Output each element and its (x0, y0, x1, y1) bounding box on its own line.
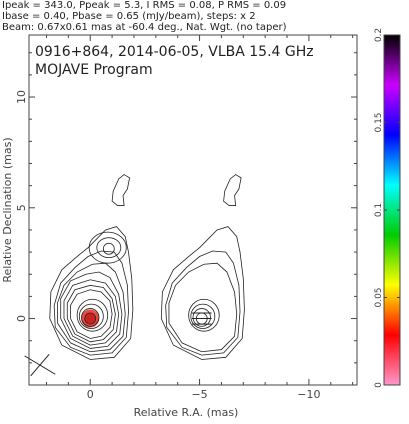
plot-frame (28, 34, 358, 386)
plot-title: 0916+864, 2014-06-05, VLBA 15.4 GHz (35, 44, 314, 60)
contour-extended-0-1 (66, 284, 116, 343)
contour-extended-1-5 (165, 250, 241, 356)
beam-marker (24, 354, 56, 377)
contour-core-0-0 (84, 312, 97, 325)
colorbar-tick-label-3: 0.15 (374, 112, 384, 132)
x-axis-label: Relative R.A. (mas) (134, 406, 239, 419)
contour-extended-0-6 (49, 226, 134, 360)
contour-core-0-1 (81, 308, 100, 327)
plot-subtitle: MOJAVE Program (35, 62, 153, 78)
contour-extended-1-6 (160, 226, 245, 360)
x-axis: 0 −5 −10 (45, 35, 354, 401)
contour-knot-0 (102, 242, 115, 255)
header-line-1: Ipeak = 343.0, Ppeak = 5.3, I RMS = 0.08… (2, 0, 286, 11)
y-axis: 0 5 10 (15, 52, 357, 364)
x-tick-label-1: −5 (191, 388, 207, 401)
contour-extended-0-0 (70, 289, 113, 339)
colorbar-tick-label-4: 0.2 (374, 28, 384, 42)
colorbar-tick-label-2: 0.1 (374, 203, 384, 217)
contour-core-0-3 (76, 298, 109, 332)
beam-axis-minor (30, 354, 50, 377)
x-tick-label-0: 0 (87, 388, 94, 401)
colorbar-tick-label-0: 0 (374, 382, 384, 388)
header-line-3: Beam: 0.67x0.61 mas at -60.4 deg., Nat. … (2, 22, 287, 33)
contour-core-1-2 (190, 303, 216, 329)
peak-intensity-core (85, 313, 96, 324)
contour-extended-0-4 (57, 262, 126, 353)
contour-core-1-3 (188, 298, 220, 332)
contour-extended-0-5 (53, 250, 129, 356)
contour-jet-tip-1 (223, 174, 242, 206)
y-tick-label-2: 10 (15, 90, 28, 104)
contour-core-0-2 (78, 303, 104, 329)
y-tick-label-0: 0 (15, 315, 28, 322)
y-axis-label: Relative Declination (mas) (1, 137, 14, 282)
colorbar-tick-label-1: 0.05 (374, 287, 384, 307)
contour-extended-1-4 (168, 262, 238, 353)
contour-core-1-1 (192, 308, 211, 327)
contour-knot-2 (88, 231, 127, 264)
contour-knot-1 (96, 237, 122, 259)
contour-jet-tip-0 (111, 174, 131, 206)
x-tick-label-2: −10 (297, 388, 320, 401)
contour-extended-0-2 (63, 279, 120, 346)
y-tick-label-1: 5 (15, 204, 28, 211)
header-line-2: Ibase = 0.40, Pbase = 0.65 (mJy/beam), s… (2, 11, 256, 22)
contour-layer (49, 174, 245, 360)
contour-extended-0-3 (60, 271, 123, 349)
colorbar-ticks: 0 0.05 0.1 0.15 0.2 (374, 28, 400, 388)
